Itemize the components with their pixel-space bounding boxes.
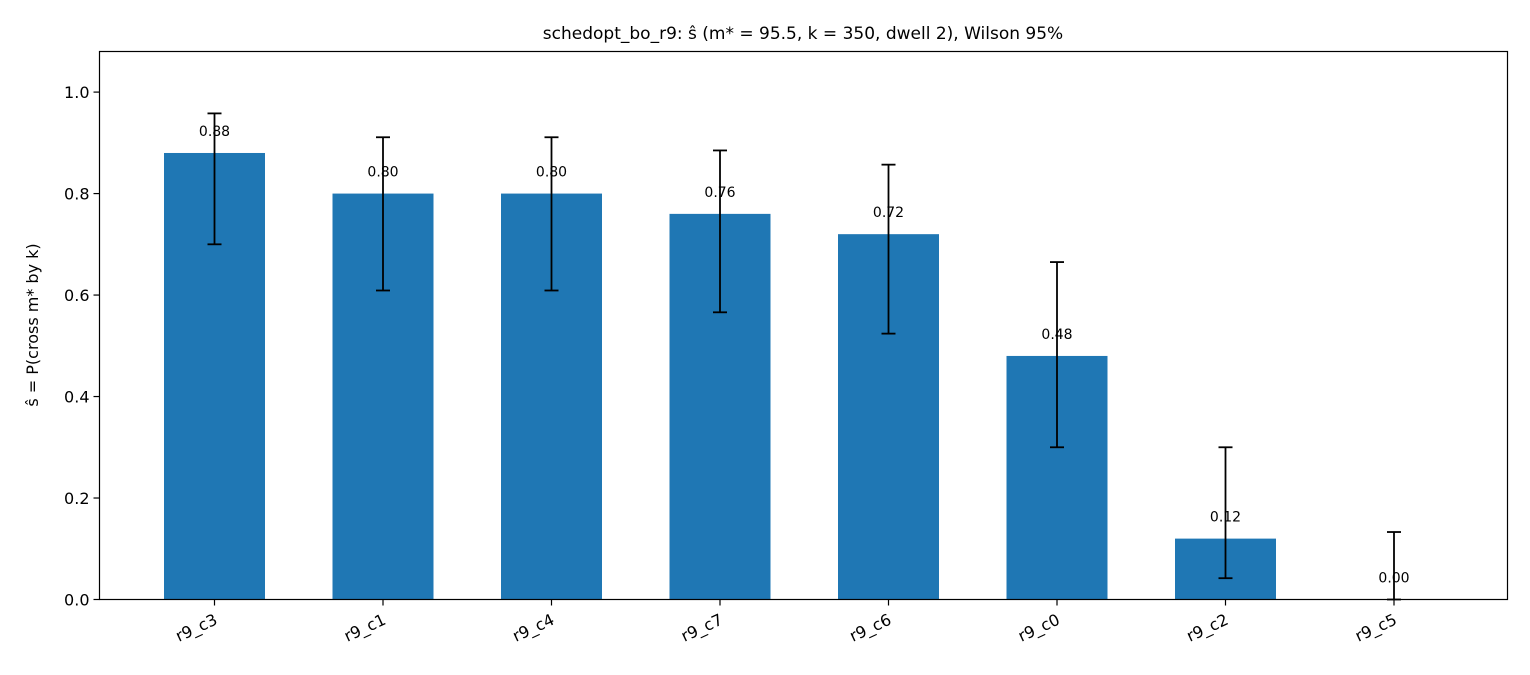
- x-tick-label-r9_c5: r9_c5: [1352, 610, 1400, 647]
- plot-frame: [98, 50, 1509, 601]
- x-tick-label-r9_c2: r9_c2: [1184, 610, 1232, 647]
- x-tick-label-r9_c1: r9_c1: [341, 610, 389, 647]
- error-bars-group: [207, 112, 1401, 601]
- x-tick-label-r9_c3: r9_c3: [173, 610, 221, 647]
- y-tick-label: 0.4: [64, 388, 89, 407]
- x-axis: r9_c3 r9_c1 r9_c4 r9_c7 r9_c6 r9_c0 r9_c2 r9_c5: [173, 599, 1400, 647]
- data-labels-group: 0.88 0.80 0.80 0.76 0.72 0.48 0.12 0.00: [199, 124, 1410, 587]
- y-axis: 0.0 0.2 0.4 0.6 0.8 1.0: [64, 83, 100, 610]
- data-label-r9_c3: 0.88: [199, 124, 230, 140]
- data-label-r9_c4: 0.80: [536, 165, 567, 181]
- data-label-r9_c0: 0.48: [1041, 327, 1072, 343]
- x-tick-label-r9_c4: r9_c4: [510, 610, 558, 647]
- y-tick-label: 0.2: [64, 489, 89, 508]
- x-tick-label-r9_c6: r9_c6: [847, 610, 895, 647]
- data-label-r9_c1: 0.80: [367, 165, 398, 181]
- x-tick-label-r9_c0: r9_c0: [1015, 610, 1063, 647]
- data-label-r9_c6: 0.72: [873, 205, 904, 221]
- y-tick-label: 0.8: [64, 185, 89, 204]
- y-tick-label: 0.6: [64, 286, 89, 305]
- y-axis-label: ŝ = P(cross m* by k): [23, 243, 42, 406]
- data-label-r9_c2: 0.12: [1210, 510, 1241, 526]
- y-tick-label: 0.0: [64, 591, 89, 610]
- data-label-r9_c5: 0.00: [1378, 571, 1409, 587]
- y-tick-label: 1.0: [64, 83, 89, 102]
- x-tick-label-r9_c7: r9_c7: [678, 610, 726, 647]
- chart-title: schedopt_bo_r9: ŝ (m* = 95.5, k = 350, d…: [543, 24, 1063, 44]
- data-label-r9_c7: 0.76: [704, 185, 735, 201]
